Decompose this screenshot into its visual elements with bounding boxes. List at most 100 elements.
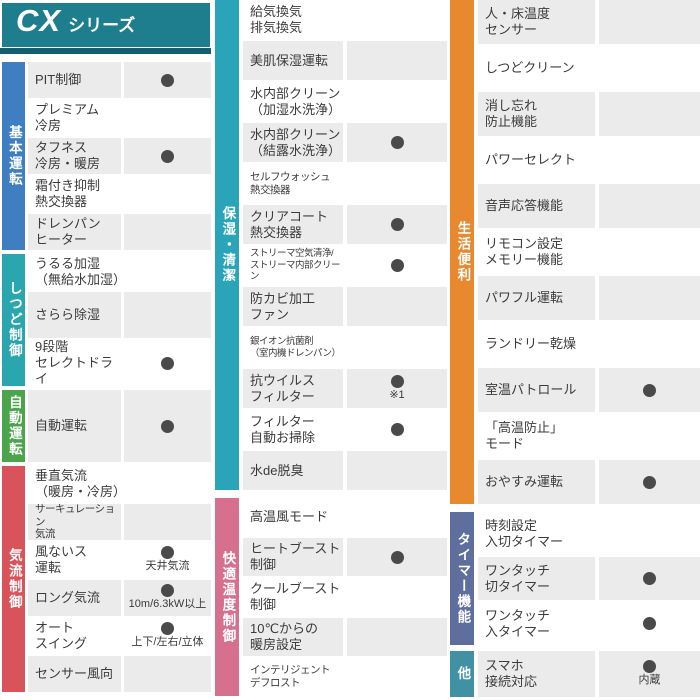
feature-row: ストリーマ空気清浄/ ストリーマ内部クリーン <box>243 246 447 285</box>
feature-name: 水de脱臭 <box>243 451 343 490</box>
feature-value <box>124 340 211 386</box>
feature-value <box>599 322 700 366</box>
feature-dot-icon <box>161 73 174 87</box>
feature-value <box>124 292 211 338</box>
section-category-label: タイマー機能 <box>455 532 471 625</box>
feature-dot-icon <box>390 259 404 272</box>
feature-name: タフネス 冷房・暖房 <box>28 138 121 174</box>
section-1-1: 快適温度制御 高温風モード ヒートブースト 制御 クールブースト 制御 10℃からの 暖… <box>215 498 447 696</box>
feature-name: 霜付き抑制 熱交換器 <box>28 176 121 212</box>
feature-name: 防カビ加工 ファン <box>243 287 343 326</box>
section-category-label: 生活便利 <box>455 221 471 283</box>
feature-value <box>347 618 447 656</box>
feature-name: 時刻設定 入切タイマー <box>478 512 595 555</box>
section-category-label: 快適温度制御 <box>220 550 236 644</box>
feature-row: リモコン設定 メモリー機能 <box>478 230 700 274</box>
feature-row: クリアコート 熱交換器 <box>243 205 447 244</box>
feature-name: スマホ 接続対応 <box>478 651 595 697</box>
section-0-0: 基本運転 PIT制御 プレミアム 冷房 タフネス 冷房・暖房 霜付き抑制 熱交換器 ドレン… <box>2 62 211 250</box>
feature-row: タフネス 冷房・暖房 <box>28 138 211 174</box>
section-category-label: 保湿・清潔 <box>220 206 236 284</box>
feature-name: ロング気流 <box>28 580 121 616</box>
feature-name: インテリジェント デフロスト <box>243 658 343 696</box>
feature-dot-icon <box>390 218 404 231</box>
feature-row: プレミアム 冷房 <box>28 100 211 136</box>
feature-value <box>347 82 447 121</box>
feature-note: 内蔵 <box>638 674 661 687</box>
feature-note: ※1 <box>389 388 405 401</box>
feature-name: フィルター 自動お掃除 <box>243 410 343 449</box>
feature-name: PIT制御 <box>28 62 121 98</box>
feature-row: フィルター 自動お掃除 <box>243 410 447 449</box>
feature-dot-icon <box>161 584 174 598</box>
section-0-3: 気流制御 垂直気流 （暖房・冷房） サーキュレーション 気流 風ないス 運転 天井気流ロ… <box>2 466 211 692</box>
feature-row: 9段階 セレクトドライ <box>28 340 211 386</box>
section-category-bar: 自動運転 <box>2 390 25 462</box>
feature-value <box>599 414 700 458</box>
feature-name: 給気換気 排気換気 <box>243 0 343 39</box>
feature-dot-icon <box>643 383 656 397</box>
feature-name: ヒートブースト 制御 <box>243 538 343 576</box>
feature-value <box>124 466 211 502</box>
feature-name: オート スイング <box>28 618 121 654</box>
feature-row: 時刻設定 入切タイマー <box>478 512 700 555</box>
feature-value <box>599 230 700 274</box>
feature-dot-icon <box>161 419 174 433</box>
section-category-label: しつど制御 <box>6 281 22 359</box>
feature-dot-icon <box>390 136 404 149</box>
feature-name: 風ないス 運転 <box>28 542 121 578</box>
feature-row: 霜付き抑制 熱交換器 <box>28 176 211 212</box>
section-1-0: 保湿・清潔 給気換気 排気換気 美肌保湿運転 水内部クリーン （加湿水洗浄） 水内部クリ… <box>215 0 447 490</box>
feature-row: ヒートブースト 制御 <box>243 538 447 576</box>
feature-dot-icon <box>643 617 656 630</box>
feature-row: 「高温防止」 モード <box>478 414 700 458</box>
section-category-label: 気流制御 <box>6 548 22 610</box>
section-category-bar: しつど制御 <box>2 254 25 386</box>
feature-dot-icon <box>390 374 404 388</box>
feature-name: 垂直気流 （暖房・冷房） <box>28 466 121 502</box>
feature-name: ランドリー乾燥 <box>478 322 595 366</box>
feature-dot-icon <box>643 475 656 489</box>
header-underline <box>0 48 211 54</box>
feature-value: 内蔵 <box>599 651 700 697</box>
section-0-2: 自動運転 自動運転 <box>2 390 211 462</box>
feature-name: 10℃からの 暖房設定 <box>243 618 343 656</box>
feature-value <box>599 460 700 504</box>
feature-value: ※1 <box>347 369 447 408</box>
feature-row: 自動運転 <box>28 390 211 462</box>
feature-row: 音声応答機能 <box>478 184 700 228</box>
section-category-label: 他 <box>455 666 471 682</box>
feature-value <box>347 498 447 536</box>
feature-value <box>347 41 447 80</box>
feature-row: 防カビ加工 ファン <box>243 287 447 326</box>
feature-name: クリアコート 熱交換器 <box>243 205 343 244</box>
feature-row: 美肌保湿運転 <box>243 41 447 80</box>
feature-row: パワーセレクト <box>478 138 700 182</box>
feature-value <box>347 123 447 162</box>
column-group-right: 生活便利 人・床温度 センサー しつどクリーン 消し忘れ 防止機能 パワーセレクト 音声応… <box>450 0 700 697</box>
feature-row: クールブースト 制御 <box>243 578 447 616</box>
feature-value <box>347 246 447 285</box>
feature-row: 人・床温度 センサー <box>478 0 700 44</box>
feature-value <box>599 138 700 182</box>
feature-row: 水内部クリーン （結露水洗浄） <box>243 123 447 162</box>
feature-name: プレミアム 冷房 <box>28 100 121 136</box>
feature-row: 水de脱臭 <box>243 451 447 490</box>
feature-row: インテリジェント デフロスト <box>243 658 447 696</box>
feature-name: 音声応答機能 <box>478 184 595 228</box>
feature-name: 抗ウイルス フィルター <box>243 369 343 408</box>
feature-row: うるる加湿 （無給水加湿） <box>28 254 211 290</box>
feature-note: 上下/左右/立体 <box>131 636 204 649</box>
feature-row: 水内部クリーン （加湿水洗浄） <box>243 82 447 121</box>
feature-row: センサー風向 <box>28 656 211 692</box>
feature-name: ドレンパン ヒーター <box>28 214 121 250</box>
section-2-1: タイマー機能 時刻設定 入切タイマー ワンタッチ 切タイマー ワンタッチ 入タイマー <box>450 512 700 645</box>
feature-value <box>124 390 211 462</box>
feature-value <box>599 92 700 136</box>
feature-value <box>599 46 700 90</box>
feature-value: 10m/6.3kW以上 <box>124 580 211 616</box>
feature-row: 室温パトロール <box>478 368 700 412</box>
feature-value <box>347 658 447 696</box>
feature-value <box>347 0 447 39</box>
feature-dot-icon <box>161 546 174 560</box>
